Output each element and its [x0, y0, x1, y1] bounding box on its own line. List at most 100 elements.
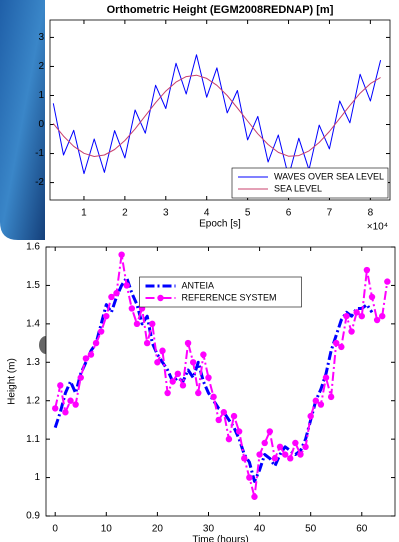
- background-image: [0, 0, 45, 240]
- marker: [87, 351, 95, 358]
- marker: [133, 320, 141, 328]
- marker: [384, 278, 391, 285]
- marker: [241, 455, 248, 462]
- marker: [103, 312, 110, 320]
- marker: [210, 393, 217, 401]
- legend-marker: [157, 294, 164, 302]
- x-tick-label: 7: [327, 208, 333, 219]
- marker: [338, 343, 345, 351]
- y-tick-label: 1.3: [26, 357, 40, 368]
- marker: [159, 347, 166, 354]
- x-tick-label: 3: [163, 208, 169, 219]
- marker: [333, 339, 340, 347]
- marker: [118, 251, 125, 258]
- marker: [179, 382, 187, 389]
- marker: [72, 401, 79, 408]
- marker: [164, 389, 171, 397]
- x-tick-label: 1: [81, 208, 87, 219]
- legend-label: ANTEIA: [182, 280, 215, 290]
- marker: [225, 435, 233, 443]
- marker: [113, 289, 120, 297]
- marker: [261, 439, 268, 447]
- x-tick-label: 8: [368, 208, 374, 219]
- x-tick-label: 20: [152, 524, 164, 535]
- x-tick-label: 60: [356, 524, 368, 535]
- marker: [322, 374, 330, 381]
- marker: [292, 439, 299, 447]
- marker: [363, 266, 371, 274]
- marker: [307, 412, 314, 420]
- marker: [358, 312, 365, 320]
- marker: [67, 397, 74, 404]
- marker: [251, 493, 258, 500]
- x-scale-label: ×10⁴: [367, 222, 388, 233]
- y-tick-label: 2: [38, 61, 44, 72]
- y-tick-label: 0.9: [26, 511, 40, 522]
- plot-area: [51, 251, 391, 500]
- y-tick-label: 1: [34, 472, 40, 483]
- legend-box: [231, 167, 389, 199]
- marker: [97, 328, 105, 335]
- marker: [200, 351, 207, 358]
- marker: [302, 443, 309, 451]
- marker: [348, 328, 355, 335]
- marker: [169, 378, 176, 385]
- x-tick-label: 2: [122, 208, 128, 219]
- marker: [353, 309, 360, 316]
- marker: [195, 389, 202, 397]
- legend-label: WAVES OVER SEA LEVEL: [274, 171, 384, 181]
- marker: [266, 428, 274, 435]
- marker: [379, 312, 386, 320]
- legend-label: SEA LEVEL: [274, 183, 322, 193]
- marker: [92, 339, 100, 347]
- marker: [189, 359, 197, 366]
- y-axis-label: Height (m): [7, 358, 18, 405]
- marker: [57, 382, 64, 389]
- legend-label: REFERENCE SYSTEM: [182, 292, 277, 302]
- x-axis-label: Time (hours): [192, 535, 248, 542]
- y-tick-label: 1: [38, 90, 44, 101]
- marker: [174, 370, 182, 378]
- y-tick-label: 1.4: [26, 318, 40, 329]
- plot-frame: [45, 246, 396, 517]
- x-tick-label: 4: [204, 208, 210, 219]
- x-axis-label: Epoch [s]: [199, 219, 241, 230]
- y-tick-label: 1.6: [26, 242, 40, 253]
- x-tick-label: 30: [203, 524, 215, 535]
- x-tick-label: 10: [101, 524, 113, 535]
- marker: [205, 374, 212, 381]
- y-tick-label: 0: [38, 119, 44, 130]
- series-line: [52, 74, 381, 157]
- marker: [297, 451, 304, 458]
- marker: [123, 282, 130, 289]
- marker: [368, 293, 376, 301]
- y-tick-label: 1.2: [26, 395, 40, 406]
- marker: [51, 405, 59, 412]
- marker: [271, 455, 279, 462]
- y-tick-label: 3: [38, 32, 44, 43]
- plot-area: [52, 54, 382, 177]
- chart-title: Orthometric Height (EGM2008REDNAP) [m]: [107, 4, 334, 16]
- marker: [327, 393, 335, 401]
- y-tick-label: 1.1: [26, 434, 40, 445]
- series-line: [54, 253, 389, 498]
- series-line: [52, 54, 382, 177]
- marker: [77, 374, 84, 381]
- marker: [276, 443, 284, 451]
- marker: [143, 339, 151, 347]
- marker: [230, 412, 238, 420]
- marker: [149, 320, 156, 328]
- x-tick-label: 0: [52, 524, 58, 535]
- y-tick-label: -2: [35, 177, 44, 188]
- x-tick-label: 50: [305, 524, 317, 535]
- marker: [215, 416, 222, 424]
- y-tick-label: -1: [35, 148, 44, 159]
- x-tick-label: 40: [254, 524, 266, 535]
- marker: [154, 359, 161, 366]
- marker: [62, 409, 69, 416]
- marker: [281, 451, 289, 458]
- marker: [246, 474, 253, 481]
- marker: [287, 455, 294, 462]
- marker: [235, 428, 243, 435]
- marker: [373, 316, 381, 324]
